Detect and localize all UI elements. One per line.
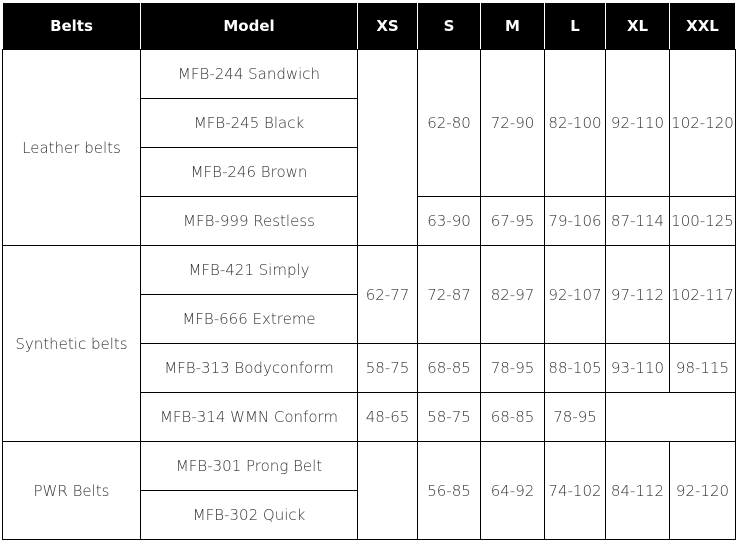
row: Synthetic belts MFB-421 Simply 62-77 72-… <box>2 245 736 442</box>
row: Leather belts MFB-244 Sandwich 62-80 72-… <box>2 49 736 246</box>
size-cell: 93-110 <box>605 343 670 393</box>
size-cell: 56-85 <box>417 441 481 540</box>
empty-cell <box>357 441 418 540</box>
size-cell: 92-120 <box>669 441 736 540</box>
row: MFB-245 Black <box>3 98 736 148</box>
size-cell: 58-75 <box>417 392 481 442</box>
header-cell: L <box>544 2 606 50</box>
size-cell: 74-102 <box>544 441 606 540</box>
size-cell: 62-80 <box>417 49 481 197</box>
model-cell: MFB-244 Sandwich <box>140 49 358 99</box>
header-cell: Belts <box>2 2 141 50</box>
row: MFB-302 Quick <box>3 490 736 540</box>
row: MFB-313 Bodyconform 58-75 68-85 78-95 88… <box>3 343 736 393</box>
model-cell: MFB-301 Prong Belt <box>140 441 358 491</box>
model-cell: MFB-313 Bodyconform <box>140 343 358 393</box>
header-cell: XS <box>357 2 418 50</box>
size-cell: 58-75 <box>357 343 418 393</box>
row: MFB-246 Brown <box>3 147 736 197</box>
size-cell: 48-65 <box>357 392 418 442</box>
row: MFB-666 Extreme <box>3 294 736 344</box>
empty-cell <box>605 392 736 442</box>
size-cell: 97-112 <box>605 245 670 344</box>
size-cell: 72-87 <box>417 245 481 344</box>
header-cell: XL <box>605 2 670 50</box>
header-cell: Model <box>140 2 358 50</box>
size-cell: 82-100 <box>544 49 606 197</box>
header-row: Belts Model XS S M L XL XXL <box>2 2 736 50</box>
header-cell: S <box>417 2 481 50</box>
size-cell: 62-77 <box>357 245 418 344</box>
model-cell: MFB-421 Simply <box>140 245 358 295</box>
model-cell: MFB-302 Quick <box>140 490 358 540</box>
model-cell: MFB-314 WMN Conform <box>140 392 358 442</box>
size-cell: 98-115 <box>669 343 736 393</box>
group-cell: Leather belts <box>2 49 141 246</box>
row: PWR Belts MFB-301 Prong Belt 56-85 64-92… <box>2 441 736 540</box>
size-cell: 92-107 <box>544 245 606 344</box>
size-cell: 78-95 <box>544 392 606 442</box>
model-cell: MFB-666 Extreme <box>140 294 358 344</box>
size-cell: 88-105 <box>544 343 606 393</box>
size-cell: 82-97 <box>480 245 545 344</box>
size-cell: 79-106 <box>544 196 606 246</box>
size-cell: 102-117 <box>669 245 736 344</box>
group-cell: Synthetic belts <box>2 245 141 442</box>
model-cell: MFB-245 Black <box>140 98 358 148</box>
model-cell: MFB-246 Brown <box>140 147 358 197</box>
row: MFB-314 WMN Conform 48-65 58-75 68-85 78… <box>3 392 736 442</box>
group-cell: PWR Belts <box>2 441 141 540</box>
model-cell: MFB-999 Restless <box>140 196 358 246</box>
size-cell: 102-120 <box>669 49 736 197</box>
size-cell: 100-125 <box>669 196 736 246</box>
size-cell: 92-110 <box>605 49 670 197</box>
size-cell: 67-95 <box>480 196 545 246</box>
size-cell: 64-92 <box>480 441 545 540</box>
size-cell: 68-85 <box>417 343 481 393</box>
size-cell: 84-112 <box>605 441 670 540</box>
row: MFB-999 Restless 63-90 67-95 79-106 87-1… <box>3 196 736 246</box>
empty-cell <box>357 49 418 246</box>
header-cell: XXL <box>669 2 736 50</box>
size-cell: 78-95 <box>480 343 545 393</box>
header-cell: M <box>480 2 545 50</box>
size-cell: 72-90 <box>480 49 545 197</box>
size-cell: 68-85 <box>480 392 545 442</box>
size-cell: 63-90 <box>417 196 481 246</box>
size-cell: 87-114 <box>605 196 670 246</box>
